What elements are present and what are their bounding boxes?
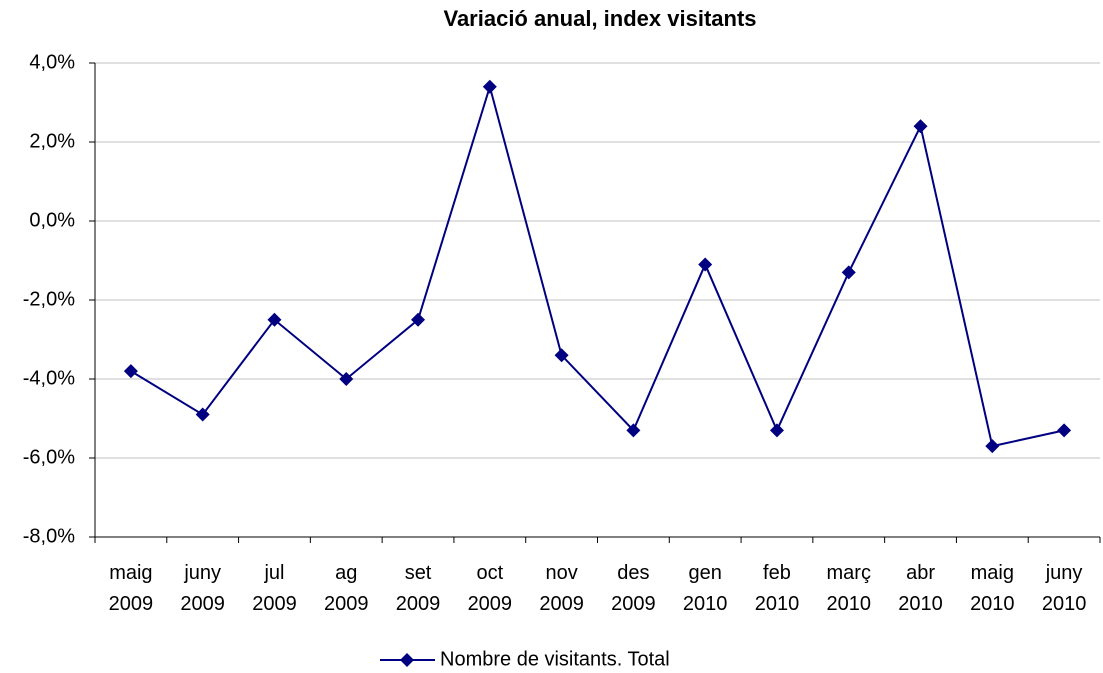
x-tick-label: nov 2009 [539, 562, 584, 615]
y-tick-label: -6,0% [23, 446, 75, 468]
x-tick-label: juny 2010 [1041, 562, 1087, 615]
legend-marker [400, 653, 414, 667]
line [130, 83, 1065, 448]
x-tick-label: des 2009 [611, 562, 656, 615]
x-tick-label: abr 2010 [898, 562, 943, 615]
x-tick-label: maig 2009 [108, 562, 154, 615]
marker [769, 423, 784, 438]
x-tick-label: oct 2009 [467, 562, 513, 615]
marker [123, 364, 138, 379]
x-tick-label: març 2010 [826, 562, 872, 615]
x-tick-label: maig 2010 [970, 562, 1015, 615]
marker [913, 119, 928, 134]
marker [339, 372, 354, 386]
y-tick-label: 4,0% [29, 51, 75, 73]
marker [482, 79, 497, 94]
marker [626, 423, 641, 438]
marker [554, 348, 569, 363]
x-tick-label: ag 2009 [324, 562, 369, 615]
marker [1057, 423, 1072, 438]
marker [841, 265, 856, 280]
chart-title: Variació anual, index visitants [443, 6, 756, 31]
marker [267, 312, 282, 327]
x-tick-label: juny 2009 [180, 562, 225, 615]
marker [698, 257, 713, 272]
y-tick-label: -4,0% [23, 367, 75, 389]
y-tick-label: -8,0% [23, 525, 75, 547]
marker [985, 439, 1000, 454]
y-tick-label: 2,0% [29, 130, 75, 152]
y-tick-label: 0,0% [29, 209, 75, 231]
x-tick-label: feb 2010 [754, 562, 800, 615]
marker [195, 407, 210, 422]
legend-label: Nombre de visitants. Total [440, 648, 670, 670]
x-tick-label: jul 2009 [252, 562, 297, 615]
x-tick-label: set 2009 [395, 562, 441, 615]
x-tick-label: gen 2010 [682, 562, 728, 615]
y-tick-label: -2,0% [23, 288, 75, 310]
marker [411, 312, 426, 327]
